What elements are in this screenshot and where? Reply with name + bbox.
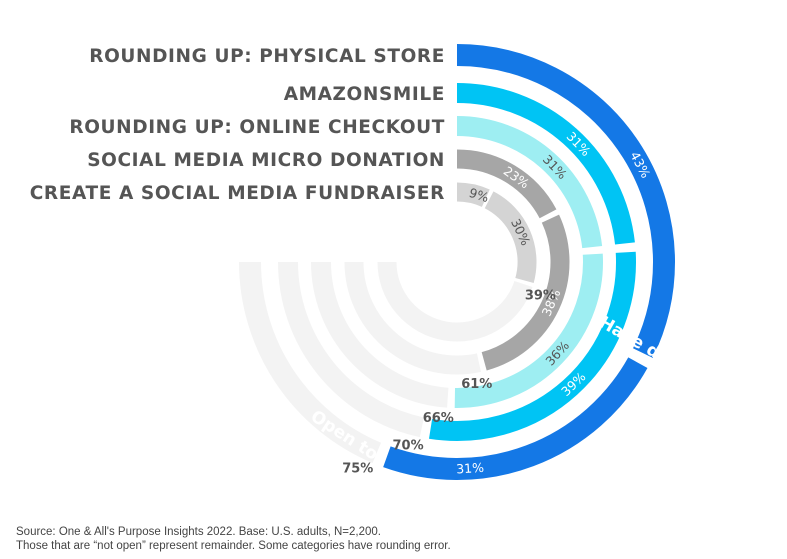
- source-note: Source: One & All's Purpose Insights 202…: [16, 526, 381, 538]
- category-label: AMAZONSMILE: [284, 84, 445, 105]
- have-done-arc: [456, 182, 490, 208]
- open-to-arc: [484, 191, 537, 283]
- open-to-value: 31%: [456, 460, 485, 477]
- category-label: SOCIAL MEDIA MICRO DONATION: [87, 150, 445, 171]
- not-open-arc: [278, 261, 425, 438]
- category-label: ROUNDING UP: ONLINE CHECKOUT: [69, 117, 445, 138]
- not-open-arc: [344, 261, 481, 375]
- radial-bar-chart: ROUNDING UP: PHYSICAL STORE43%31%75%AMAZ…: [29, 44, 675, 480]
- chart-rings: [239, 44, 675, 480]
- have-done-arc: [456, 149, 557, 219]
- open-to-arc: [481, 214, 570, 371]
- open-to-arc: [454, 253, 603, 408]
- have-done-arc: [456, 116, 603, 249]
- not-open-arc: [311, 261, 449, 408]
- have-done-arc: [456, 44, 675, 358]
- total-value: 75%: [342, 461, 373, 476]
- category-label: ROUNDING UP: PHYSICAL STORE: [89, 46, 445, 67]
- rounding-note: Those that are “not open” represent rema…: [16, 540, 451, 552]
- total-value: 70%: [393, 439, 424, 454]
- open-to-arc: [429, 251, 636, 441]
- not-open-arc: [377, 261, 533, 342]
- total-value: 61%: [461, 377, 492, 392]
- not-open-arc: [239, 261, 382, 463]
- total-value: 39%: [525, 289, 556, 304]
- open-to-arc: [383, 357, 648, 480]
- total-value: 66%: [423, 411, 454, 426]
- category-label: CREATE A SOCIAL MEDIA FUNDRAISER: [30, 183, 445, 204]
- have-done-value: 9%: [467, 185, 491, 205]
- have-done-arc: [456, 83, 635, 245]
